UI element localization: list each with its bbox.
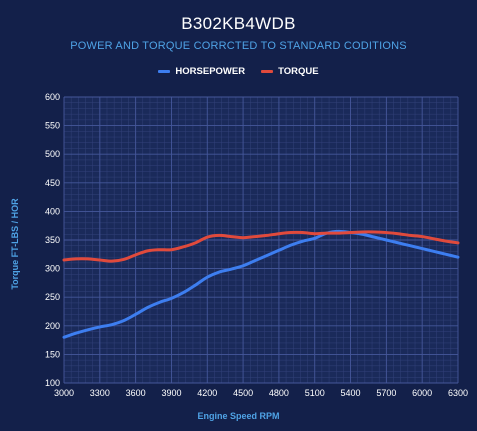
- legend-swatch-torque: [261, 70, 274, 73]
- legend-swatch-horsepower: [158, 70, 171, 73]
- x-tick-label: 5400: [341, 388, 361, 398]
- x-tick-label: 5700: [376, 388, 396, 398]
- chart-subtitle: POWER AND TORQUE CORRCTED TO STANDARD CO…: [70, 40, 407, 52]
- chart-legend: HORSEPOWER TORQUE: [0, 66, 477, 77]
- x-axis-label: Engine Speed RPM: [197, 411, 280, 421]
- y-tick-label: 300: [45, 264, 60, 274]
- x-tick-label: 6000: [412, 388, 432, 398]
- x-tick-label: 3000: [54, 388, 74, 398]
- x-tick-label: 3300: [90, 388, 110, 398]
- x-tick-label: 4500: [233, 388, 253, 398]
- x-tick-label: 4800: [269, 388, 289, 398]
- y-tick-label: 200: [45, 321, 60, 331]
- series-line-horsepower: [62, 229, 460, 339]
- y-tick-label: 550: [45, 121, 60, 131]
- y-tick-label: 600: [45, 92, 60, 102]
- x-tick-label: 6300: [448, 388, 468, 398]
- y-tick-label: 500: [45, 149, 60, 159]
- y-axis-label: Torque FT-LBS / HOR: [10, 198, 20, 290]
- x-tick-label: 5100: [305, 388, 325, 398]
- y-tick-label: 250: [45, 292, 60, 302]
- y-tick-label: 150: [45, 349, 60, 359]
- x-tick-label: 4200: [197, 388, 217, 398]
- x-tick-label: 3600: [126, 388, 146, 398]
- legend-item-horsepower[interactable]: HORSEPOWER: [158, 66, 245, 77]
- legend-label-horsepower: HORSEPOWER: [175, 66, 246, 77]
- legend-item-torque[interactable]: TORQUE: [261, 66, 319, 77]
- y-tick-label: 350: [45, 235, 60, 245]
- y-tick-label: 400: [45, 206, 60, 216]
- x-tick-label: 3900: [161, 388, 181, 398]
- legend-label-torque: TORQUE: [278, 66, 319, 77]
- y-tick-label: 100: [45, 378, 60, 388]
- chart-title: B302KB4WDB: [181, 14, 296, 33]
- y-tick-label: 450: [45, 178, 60, 188]
- series-line-torque: [62, 230, 460, 263]
